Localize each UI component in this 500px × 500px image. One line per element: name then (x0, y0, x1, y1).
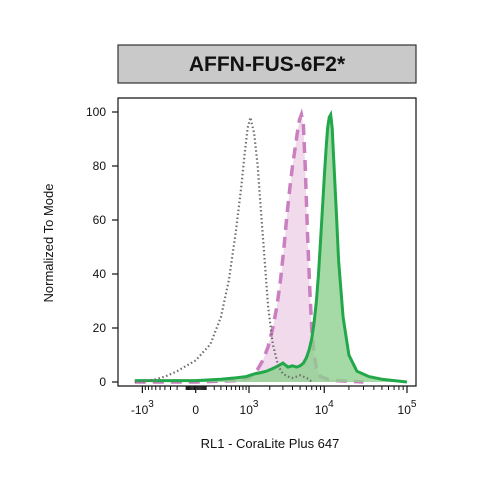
chart-title-box (117, 44, 417, 84)
y-axis: 0 20 40 60 80 100 (86, 105, 118, 389)
x-tick-label-3: 104 (315, 399, 334, 417)
y-axis-label: Normalized To Mode (41, 184, 56, 303)
series-1-line (134, 108, 364, 384)
series-2-line (134, 109, 408, 384)
y-tick-label-80: 80 (93, 159, 107, 173)
y-tick-label-20: 20 (93, 321, 107, 335)
y-tick-label-0: 0 (99, 375, 106, 389)
x-axis-label: RL1 - CoraLite Plus 647 (201, 436, 340, 451)
x-tick-label-0: -103 (131, 399, 154, 417)
y-tick-label-40: 40 (93, 267, 107, 281)
x-tick-label-4: 105 (398, 399, 417, 417)
y-tick-label-60: 60 (93, 213, 107, 227)
x-tick-label-2: 103 (240, 399, 259, 417)
y-tick-label-100: 100 (86, 105, 106, 119)
series-layer (134, 108, 408, 384)
x-axis: -103 0 103 104 105 (131, 386, 417, 417)
series-2-fill (134, 114, 408, 382)
series-1-fill (134, 114, 364, 382)
plot-frame (117, 97, 417, 387)
chart-title: AFFN-FUS-6F2* (189, 53, 346, 76)
x-tick-label-1: 0 (192, 403, 199, 417)
